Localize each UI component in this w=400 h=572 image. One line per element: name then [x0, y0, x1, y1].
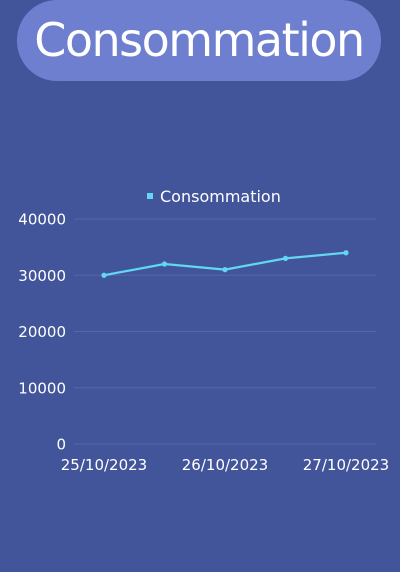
data-point	[161, 261, 168, 267]
data-point	[222, 267, 228, 273]
y-tick-label: 20000	[18, 323, 66, 341]
x-tick-label: 27/10/2023	[303, 456, 389, 474]
x-tick-label: 26/10/2023	[182, 456, 268, 474]
y-tick-label: 10000	[18, 379, 66, 397]
y-tick-label: 40000	[18, 211, 66, 229]
x-tick-label: 25/10/2023	[61, 456, 147, 474]
y-tick-label: 0	[56, 436, 66, 454]
data-point	[282, 255, 289, 261]
title-pill: Consommation	[17, 0, 381, 81]
legend-swatch	[147, 193, 153, 199]
data-point	[101, 272, 107, 278]
page-title: Consommation	[34, 12, 365, 67]
data-point	[343, 250, 349, 256]
legend-label: Consommation	[160, 187, 281, 206]
y-tick-label: 30000	[18, 267, 66, 285]
